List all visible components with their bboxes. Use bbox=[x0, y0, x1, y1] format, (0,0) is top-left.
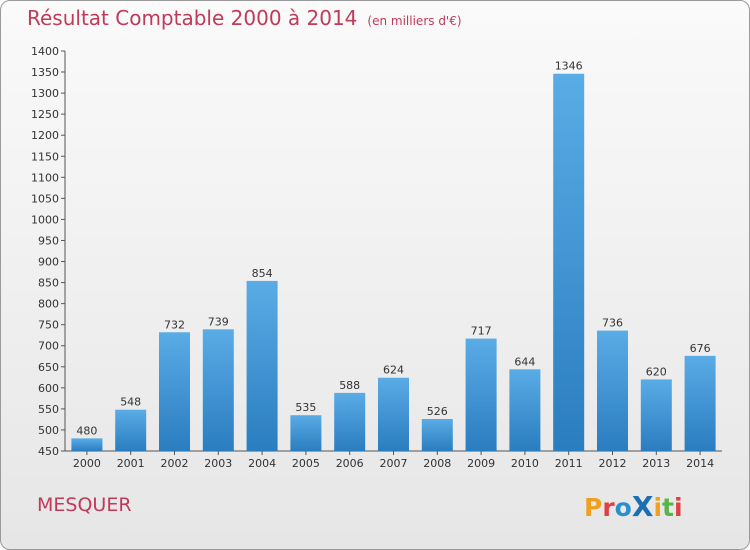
bar-value-label: 480 bbox=[76, 424, 97, 437]
y-tick-label: 900 bbox=[38, 256, 59, 269]
x-tick-label: 2013 bbox=[642, 457, 670, 470]
y-tick-label: 1350 bbox=[31, 66, 59, 79]
bar bbox=[71, 438, 103, 451]
y-tick-label: 800 bbox=[38, 298, 59, 311]
bar-value-label: 854 bbox=[252, 267, 273, 280]
x-tick-label: 2006 bbox=[336, 457, 364, 470]
bar bbox=[597, 330, 628, 451]
y-tick-label: 700 bbox=[38, 340, 59, 353]
x-tick-label: 2003 bbox=[204, 457, 232, 470]
bar-value-label: 1346 bbox=[555, 60, 583, 73]
y-tick-label: 850 bbox=[38, 277, 59, 290]
bar bbox=[465, 338, 497, 451]
bar-value-label: 676 bbox=[690, 342, 711, 355]
bar bbox=[202, 329, 234, 451]
bar-value-label: 624 bbox=[383, 364, 404, 377]
bar bbox=[509, 369, 541, 451]
y-tick-label: 450 bbox=[38, 445, 59, 458]
bar bbox=[684, 355, 716, 451]
y-tick-label: 1250 bbox=[31, 108, 59, 121]
x-tick-label: 2012 bbox=[599, 457, 627, 470]
bar bbox=[159, 332, 190, 451]
x-axis: 2000 2001 2002 2003 2004 2005 2006 2007 2008 2009… bbox=[65, 450, 722, 470]
y-tick-label: 1400 bbox=[31, 45, 59, 58]
y-tick-label: 500 bbox=[38, 424, 59, 437]
x-tick-label: 2002 bbox=[161, 457, 189, 470]
y-tick-label: 1100 bbox=[31, 171, 59, 184]
y-tick-label: 1300 bbox=[31, 87, 59, 100]
bar bbox=[553, 73, 585, 451]
x-tick-label: 2007 bbox=[380, 457, 408, 470]
chart-title: Résultat Comptable 2000 à 2014 (en millie… bbox=[27, 6, 462, 30]
y-tick-label: 1050 bbox=[31, 192, 59, 205]
y-tick-label: 550 bbox=[38, 403, 59, 416]
bar-value-label: 548 bbox=[120, 396, 141, 409]
y-tick-label: 600 bbox=[38, 382, 59, 395]
x-tick-label: 2008 bbox=[423, 457, 451, 470]
x-tick-label: 2001 bbox=[117, 457, 145, 470]
y-tick-label: 1200 bbox=[31, 129, 59, 142]
y-tick-label: 650 bbox=[38, 361, 59, 374]
x-tick-label: 2011 bbox=[555, 457, 583, 470]
bar-value-label: 535 bbox=[295, 401, 316, 414]
chart-unit: (en milliers d'€) bbox=[367, 14, 462, 28]
proxiti-logo: ProXiti bbox=[584, 490, 683, 523]
bar bbox=[640, 379, 672, 451]
y-tick-label: 1000 bbox=[31, 213, 59, 226]
bar bbox=[378, 377, 409, 451]
x-tick-label: 2000 bbox=[73, 457, 101, 470]
x-tick-label: 2014 bbox=[686, 457, 714, 470]
x-tick-label: 2009 bbox=[467, 457, 495, 470]
x-tick-label: 2005 bbox=[292, 457, 320, 470]
bar-value-label: 732 bbox=[164, 318, 185, 331]
bar bbox=[290, 415, 322, 451]
x-tick-label: 2004 bbox=[248, 457, 276, 470]
bar-value-label: 588 bbox=[339, 379, 360, 392]
bars: 480 548 732 739 854 535 588 624 526 717 644 1346 736… bbox=[71, 60, 716, 451]
bar bbox=[246, 280, 278, 451]
chart-title-main: Résultat Comptable 2000 à 2014 bbox=[27, 6, 358, 30]
x-tick-label: 2010 bbox=[511, 457, 539, 470]
bar-value-label: 739 bbox=[208, 315, 229, 328]
bar bbox=[115, 409, 147, 451]
bar-value-label: 736 bbox=[602, 317, 623, 330]
y-axis: 450 500 550 600 650 700 750 800 850 900 950 1000 105… bbox=[31, 45, 66, 458]
bar bbox=[334, 392, 366, 451]
bar-value-label: 717 bbox=[471, 325, 492, 338]
bar-value-label: 644 bbox=[514, 355, 535, 368]
bar-value-label: 526 bbox=[427, 405, 448, 418]
bar-value-label: 620 bbox=[646, 365, 667, 378]
y-tick-label: 950 bbox=[38, 234, 59, 247]
bar bbox=[421, 419, 453, 451]
commune-name: MESQUER bbox=[37, 494, 132, 516]
y-tick-label: 750 bbox=[38, 319, 59, 332]
y-tick-label: 1150 bbox=[31, 150, 59, 163]
